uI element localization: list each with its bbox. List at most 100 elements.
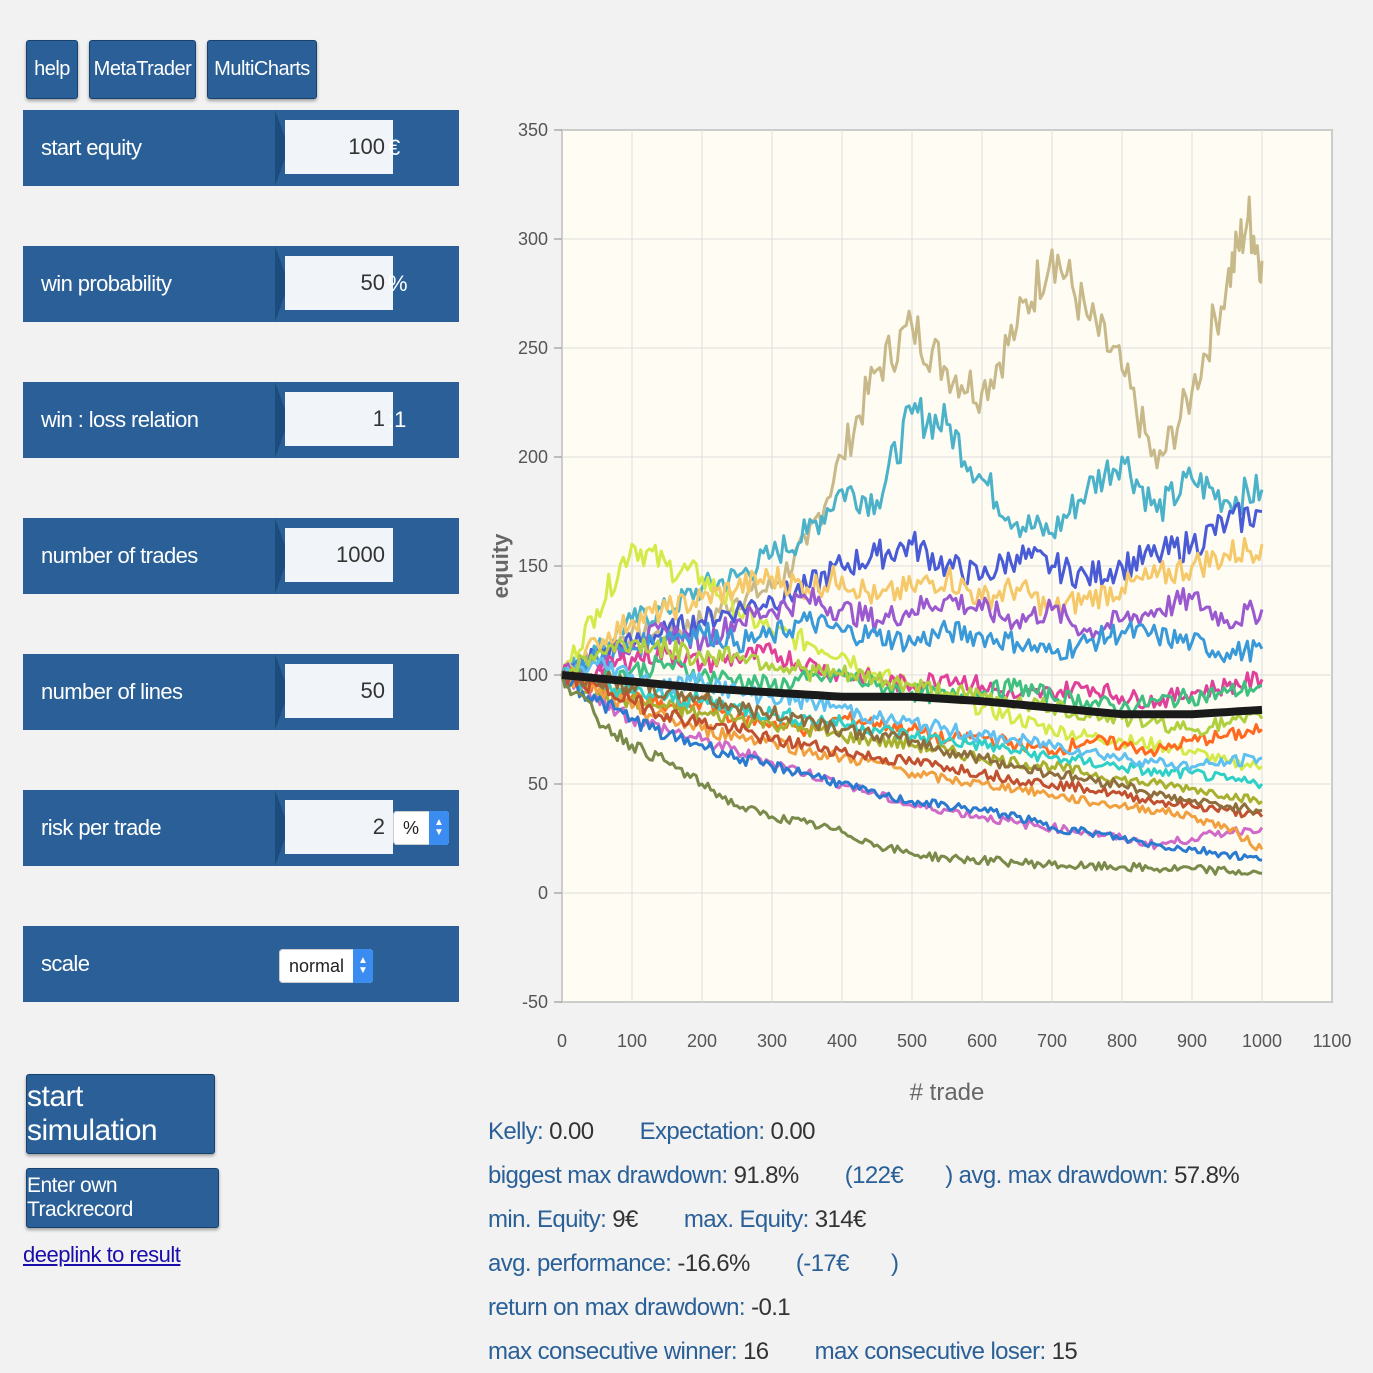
avg-performance-close: ): [890, 1250, 899, 1277]
risk-unit-select[interactable]: % ▲ ▼: [393, 811, 449, 845]
win-probability-input[interactable]: [285, 256, 393, 310]
x-tick-label: 0: [557, 1031, 567, 1051]
x-tick-label: 800: [1107, 1031, 1137, 1051]
equity-series-line: [560, 674, 1264, 851]
scale-value: normal: [289, 956, 345, 976]
number-of-trades-input[interactable]: [285, 528, 393, 582]
y-tick-label: 150: [518, 556, 548, 576]
equity-series-line: [560, 669, 1264, 819]
scale-label: scale: [41, 951, 90, 976]
equity-series-line: [560, 674, 1263, 876]
equity-series-line: [560, 536, 1264, 676]
number-of-trades-label: number of trades: [41, 543, 198, 568]
x-tick-label: 1000: [1242, 1031, 1282, 1051]
avg-performance-label: avg. performance:: [488, 1250, 672, 1277]
max-consecutive-loser-value: 15: [1051, 1338, 1078, 1365]
start-equity-row: start equity €: [23, 110, 459, 186]
avg-drawdown-value: 57.8%: [1174, 1162, 1240, 1189]
metatrader-button[interactable]: MetaTrader: [89, 40, 196, 99]
y-tick-label: 50: [528, 774, 548, 794]
equity-series-line: [560, 501, 1263, 682]
risk-per-trade-row: risk per trade % ▲▼: [23, 790, 459, 866]
select-spinner-icon: ▲ ▼: [353, 949, 373, 983]
x-axis-label: # trade: [910, 1079, 985, 1106]
equity-series-line: [560, 610, 1264, 682]
y-tick-label: 300: [518, 229, 548, 249]
equity-series-line: [560, 666, 1264, 790]
return-on-drawdown-label: return on max drawdown:: [488, 1294, 746, 1321]
equity-series-line: [561, 668, 1263, 815]
x-tick-label: 100: [617, 1031, 647, 1051]
max-consecutive-winner-value: 16: [743, 1338, 769, 1365]
avg-performance-abs: (-17€: [795, 1250, 850, 1277]
win-loss-input[interactable]: [285, 392, 393, 446]
stats-line-drawdown: biggest max drawdown: 91.8% (122€ ) avg.…: [488, 1156, 1240, 1196]
max-consecutive-loser-label: max consecutive loser:: [814, 1338, 1047, 1365]
stats-line-kelly: Kelly: 0.00 Expectation: 0.00: [488, 1112, 815, 1152]
equity-series-line: [560, 667, 1264, 852]
x-ticks: 0 100 200 300 400 500 600 700 800 900 1000 1100: [557, 1031, 1351, 1051]
y-tick-label: 200: [518, 447, 548, 467]
scale-select[interactable]: normal ▲ ▼: [279, 949, 373, 983]
x-tick-label: 1100: [1313, 1031, 1352, 1051]
y-tick-label: 100: [518, 665, 548, 685]
return-on-drawdown-value: -0.1: [751, 1294, 791, 1321]
expectation-label: Expectation:: [639, 1118, 765, 1145]
biggest-drawdown-abs: (122€: [844, 1162, 904, 1189]
equity-series-line: [560, 670, 1263, 862]
equity-series-line: [560, 396, 1264, 676]
stats-line-performance: avg. performance: -16.6% (-17€ ): [488, 1244, 899, 1284]
start-simulation-button[interactable]: start simulation: [26, 1074, 215, 1154]
deeplink-to-result[interactable]: deeplink to result: [23, 1242, 181, 1267]
biggest-drawdown-label: biggest max drawdown:: [488, 1162, 728, 1189]
expectation-value: 0.00: [770, 1118, 816, 1145]
stats-line-rodd: return on max drawdown: -0.1: [488, 1288, 791, 1328]
number-of-trades-row: number of trades: [23, 518, 459, 594]
equity-chart: 0 100 200 300 400 500 600 700 800 900 1000 1100 -50…: [488, 120, 1351, 1106]
x-tick-label: 900: [1177, 1031, 1207, 1051]
y-tick-label: -50: [522, 992, 548, 1012]
avg-performance-value: -16.6%: [677, 1250, 750, 1277]
stats-line-equity: min. Equity: 9€ max. Equity: 314€: [488, 1200, 866, 1240]
y-tick-label: 250: [518, 338, 548, 358]
risk-per-trade-input[interactable]: [285, 800, 393, 854]
equity-series-line: [560, 587, 1264, 685]
win-loss-label: win : loss relation: [41, 407, 199, 432]
average-equity-line: [561, 671, 1263, 719]
kelly-value: 0.00: [549, 1118, 594, 1145]
number-of-lines-label: number of lines: [41, 679, 183, 704]
x-tick-label: 500: [897, 1031, 927, 1051]
win-probability-unit: %: [388, 271, 408, 296]
x-tick-label: 700: [1037, 1031, 1067, 1051]
help-button[interactable]: help: [26, 40, 78, 99]
kelly-label: Kelly:: [488, 1118, 544, 1145]
start-equity-unit: €: [388, 135, 401, 160]
y-axis-label: equity: [488, 533, 513, 599]
win-loss-row: win : loss relation :1: [23, 382, 459, 458]
max-equity-value: 314€: [814, 1206, 867, 1233]
risk-per-trade-label: risk per trade: [41, 815, 162, 840]
max-equity-label: max. Equity:: [683, 1206, 809, 1233]
win-loss-unit: :1: [388, 407, 407, 432]
multicharts-button[interactable]: MultiCharts: [207, 40, 317, 99]
win-probability-label: win probability: [41, 271, 172, 296]
min-equity-label: min. Equity:: [488, 1206, 607, 1233]
min-equity-value: 9€: [612, 1206, 638, 1233]
select-spinner-icon: ▲ ▼: [429, 811, 449, 845]
number-of-lines-input[interactable]: [285, 664, 393, 718]
x-tick-label: 400: [827, 1031, 857, 1051]
max-consecutive-winner-label: max consecutive winner:: [488, 1338, 738, 1365]
enter-trackrecord-button[interactable]: Enter own Trackrecord: [26, 1168, 219, 1228]
y-tick-label: 350: [518, 120, 548, 140]
equity-series-line: [561, 636, 1264, 737]
y-ticks: -50 0 50 100 150 200 250 300 350: [518, 120, 562, 1012]
risk-unit-value: %: [403, 818, 420, 838]
start-equity-input[interactable]: [285, 120, 393, 174]
stats-line-consecutive: max consecutive winner: 16 max consecuti…: [488, 1332, 1078, 1372]
y-tick-label: 0: [538, 883, 548, 903]
x-tick-label: 200: [687, 1031, 717, 1051]
biggest-drawdown-value: 91.8%: [733, 1162, 800, 1189]
number-of-lines-row: number of lines: [23, 654, 459, 730]
x-tick-label: 600: [967, 1031, 997, 1051]
start-equity-label: start equity: [41, 135, 142, 160]
